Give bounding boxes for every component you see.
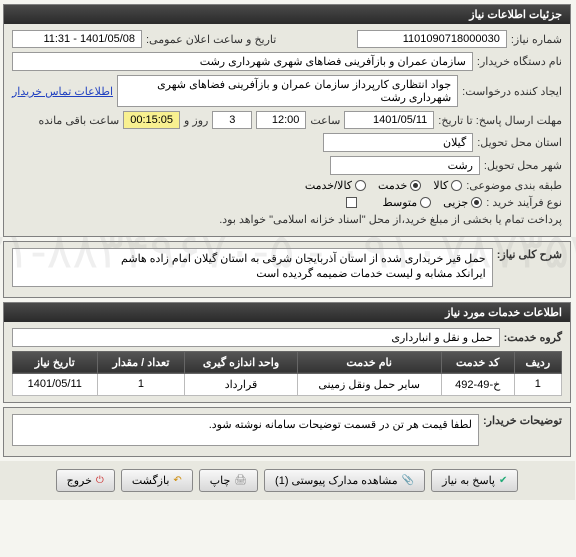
radio-both[interactable]: کالا/خدمت [306,179,367,192]
deadline-label: مهلت ارسال پاسخ: تا تاریخ: [439,114,563,127]
radio-service-dot [411,180,422,191]
table-header-cell: واحد اندازه گیری [186,351,298,373]
desc-panel: شرح کلی نیاز: حمل قیر خریداری شده از است… [4,241,572,298]
buyer-notes-label: توضیحات خریدار: [484,414,563,427]
panel-title: جزئیات اطلاعات نیاز [5,5,571,24]
table-header-cell: نام خدمت [298,351,442,373]
remaining-label: ساعت باقی مانده [39,114,120,127]
reply-label: پاسخ به نیاز [443,474,496,487]
back-label: بازگشت [133,474,171,487]
group-label: گروه خدمت: [505,331,563,344]
back-icon: ↶ [174,475,182,486]
treasury-note: پرداخت تمام یا بخشی از مبلغ خرید،از محل … [220,213,563,226]
exit-icon: ⏻ [97,475,105,486]
requester-value: جواد انتظاری کارپرداز سازمان عمران و باز… [118,75,459,107]
table-cell: قرارداد [186,373,298,395]
button-bar: ✔ پاسخ به نیاز 📎 مشاهده مدارک پیوستی (1)… [0,461,576,500]
table-header-cell: تعداد / مقدار [98,351,186,373]
deadline-time: 12:00 [257,111,307,129]
table-header-cell: کد خدمت [442,351,515,373]
countdown-timer: 00:15:05 [124,111,181,129]
radio-partial-label: جزیی [444,196,469,209]
reply-icon: ✔ [500,475,508,486]
purchase-type-label: نوع فرآیند خرید : [487,196,563,209]
radio-partial[interactable]: جزیی [444,196,483,209]
attach-label: مشاهده مدارک پیوستی (1) [276,474,399,487]
attach-icon: 📎 [403,475,415,486]
table-header-row: ردیفکد خدمتنام خدمتواحد اندازه گیریتعداد… [14,351,563,373]
radio-service-label: خدمت [379,179,408,192]
days-label: روز و [185,114,209,127]
radio-partial-dot [472,197,483,208]
services-header: اطلاعات خدمات مورد نیاز [5,303,571,322]
table-cell: 1 [515,373,562,395]
deadline-time-label: ساعت [311,114,341,127]
table-cell: 1 [98,373,186,395]
buyer-notes-text: لطفا قیمت هر تن در قسمت توضیحات سامانه ن… [13,414,480,446]
radio-medium-dot [421,197,432,208]
print-button[interactable]: 🖨 چاپ [200,469,259,492]
table-cell: خ-49-492 [442,373,515,395]
radio-medium[interactable]: متوسط [384,196,433,209]
buyer-notes-panel: توضیحات خریدار: لطفا قیمت هر تن در قسمت … [4,407,572,457]
contact-buyer-link[interactable]: اطلاعات تماس خریدار [13,85,114,98]
need-no-value: 1101090718000030 [358,30,508,48]
desc-label: شرح کلی نیاز: [498,248,563,261]
services-table: ردیفکد خدمتنام خدمتواحد اندازه گیریتعداد… [13,351,563,396]
attachments-button[interactable]: 📎 مشاهده مدارک پیوستی (1) [265,469,426,492]
province-value: گیلان [324,133,474,152]
back-button[interactable]: ↶ بازگشت [122,469,194,492]
table-header-cell: ردیف [515,351,562,373]
table-cell: 1401/05/11 [14,373,99,395]
deadline-date: 1401/05/11 [345,111,435,129]
radio-goods-dot [452,180,463,191]
announce-label: تاریخ و ساعت اعلان عمومی: [147,33,277,46]
city-label: شهر محل تحویل: [485,159,563,172]
table-cell: سایر حمل ونقل زمینی [298,373,442,395]
table-row: 1خ-49-492سایر حمل ونقل زمینیقرارداد11401… [14,373,563,395]
need-details-panel: جزئیات اطلاعات نیاز شماره نیاز: 11010907… [4,4,572,237]
exit-button[interactable]: ⏻ خروج [57,469,116,492]
radio-both-label: کالا/خدمت [306,179,353,192]
table-header-cell: تاریخ نیاز [14,351,99,373]
treasury-checkbox[interactable] [347,197,358,208]
requester-label: ایجاد کننده درخواست: [463,85,563,98]
buyer-value: سازمان عمران و بازآفرینی فضاهای شهری شهر… [13,52,474,71]
need-no-label: شماره نیاز: [512,33,563,46]
radio-service[interactable]: خدمت [379,179,422,192]
radio-medium-label: متوسط [384,196,419,209]
days-remaining: 3 [213,111,253,129]
services-panel: اطلاعات خدمات مورد نیاز گروه خدمت: حمل و… [4,302,572,403]
radio-goods[interactable]: کالا [434,179,463,192]
buyer-label: نام دستگاه خریدار: [478,55,563,68]
exit-label: خروج [68,474,93,487]
desc-text: حمل قیر خریداری شده از استان آذربایجان ش… [13,248,494,287]
top-form: شماره نیاز: 1101090718000030 تاریخ و ساع… [5,24,571,236]
print-label: چاپ [211,474,232,487]
category-label: طبقه بندی موضوعی: [467,179,563,192]
group-value: حمل و نقل و انبارداری [13,328,501,347]
province-label: استان محل تحویل: [478,136,563,149]
radio-both-dot [356,180,367,191]
reply-button[interactable]: ✔ پاسخ به نیاز [432,469,519,492]
announce-value: 1401/05/08 - 11:31 [13,30,143,48]
city-value: رشت [331,156,481,175]
print-icon: 🖨 [235,475,248,486]
radio-goods-label: کالا [434,179,449,192]
